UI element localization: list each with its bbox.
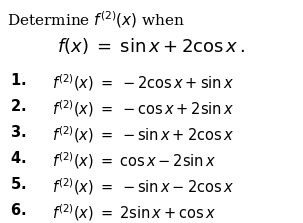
Text: $\mathbf{4.}$: $\mathbf{4.}$ bbox=[10, 150, 27, 166]
Text: $\mathbf{5.}$: $\mathbf{5.}$ bbox=[10, 176, 27, 192]
Text: $f^{(2)}(x)\;=\;-\cos x + 2\sin x$: $f^{(2)}(x)\;=\;-\cos x + 2\sin x$ bbox=[52, 98, 235, 119]
Text: $\mathbf{1.}$: $\mathbf{1.}$ bbox=[10, 72, 27, 88]
Text: Determine $f^{(2)}(x)$ when: Determine $f^{(2)}(x)$ when bbox=[7, 9, 185, 30]
Text: $f^{(2)}(x)\;=\;-\sin x - 2\cos x$: $f^{(2)}(x)\;=\;-\sin x - 2\cos x$ bbox=[52, 176, 235, 197]
Text: $\mathbf{3.}$: $\mathbf{3.}$ bbox=[10, 124, 27, 140]
Text: $\mathbf{6.}$: $\mathbf{6.}$ bbox=[10, 202, 27, 218]
Text: $f(x)\;=\;\sin x + 2\cos x\,.$: $f(x)\;=\;\sin x + 2\cos x\,.$ bbox=[57, 36, 246, 56]
Text: $f^{(2)}(x)\;=\;-2\cos x + \sin x$: $f^{(2)}(x)\;=\;-2\cos x + \sin x$ bbox=[52, 72, 235, 93]
Text: $f^{(2)}(x)\;=\;\cos x - 2\sin x$: $f^{(2)}(x)\;=\;\cos x - 2\sin x$ bbox=[52, 150, 217, 171]
Text: $\mathbf{2.}$: $\mathbf{2.}$ bbox=[10, 98, 27, 114]
Text: $f^{(2)}(x)\;=\;-\sin x + 2\cos x$: $f^{(2)}(x)\;=\;-\sin x + 2\cos x$ bbox=[52, 124, 235, 145]
Text: $f^{(2)}(x)\;=\;2\sin x + \cos x$: $f^{(2)}(x)\;=\;2\sin x + \cos x$ bbox=[52, 202, 217, 223]
